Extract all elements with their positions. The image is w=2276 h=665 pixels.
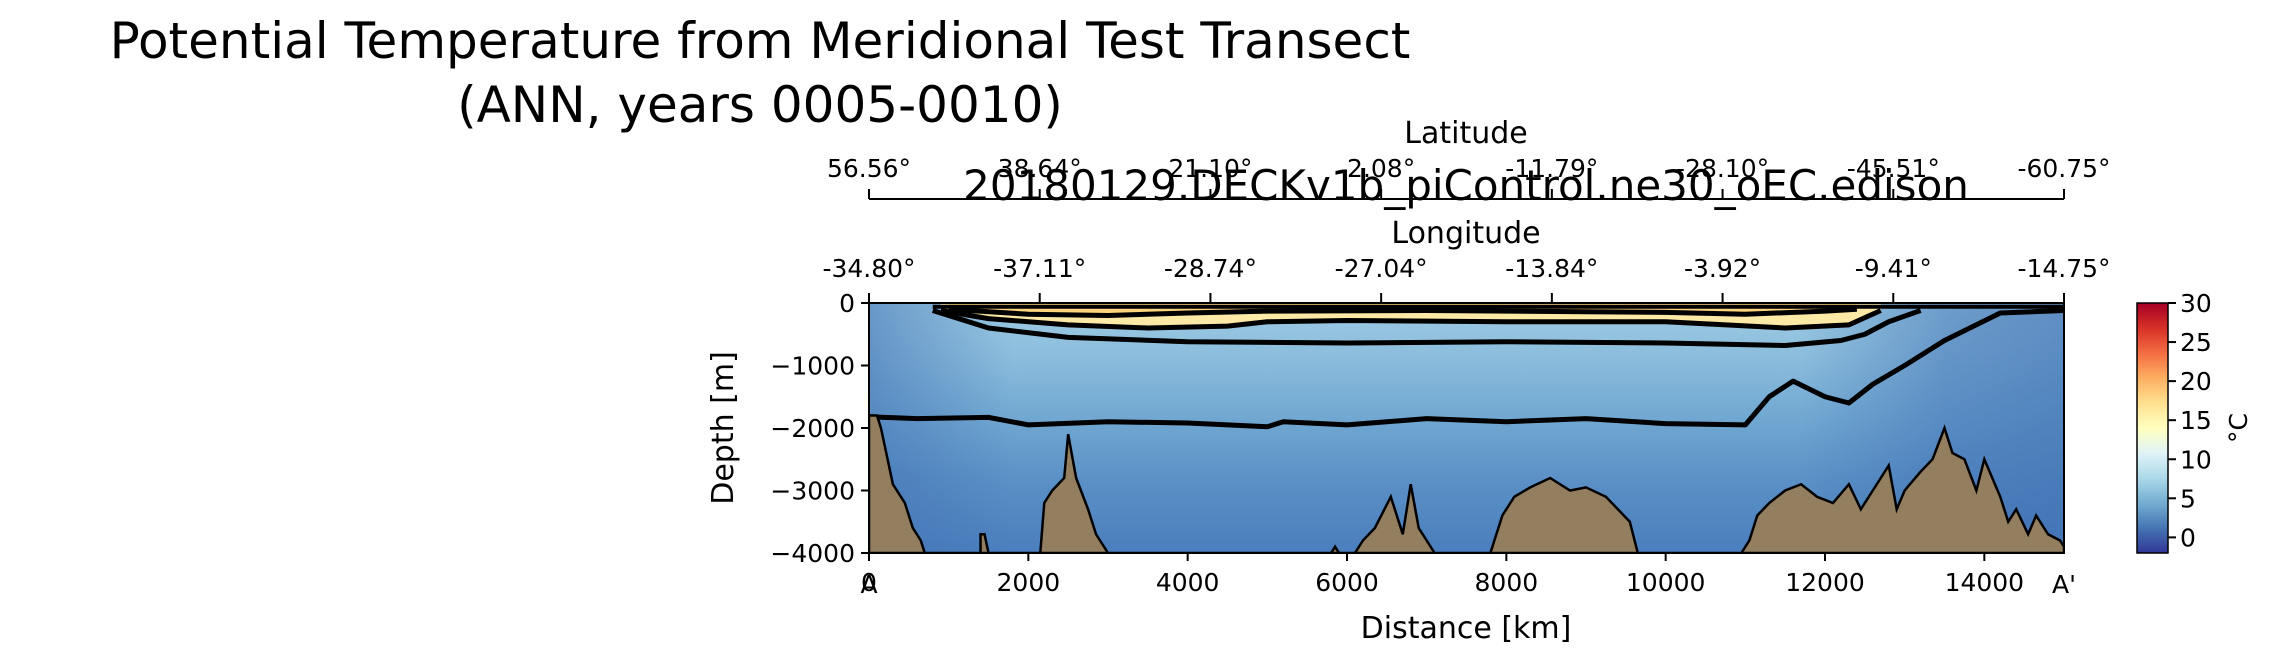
colorbar <box>2136 302 2169 554</box>
latitude-tick-label: 56.56° <box>827 154 911 183</box>
longitude-tick-label: -3.92° <box>1684 254 1761 283</box>
y-tick-label: −1000 <box>770 352 855 381</box>
y-tick-label: −4000 <box>770 539 855 568</box>
latitude-tick-label: -11.79° <box>1505 154 1598 183</box>
longitude-axis-label: Longitude <box>1391 216 1540 251</box>
y-tick-label: −3000 <box>770 477 855 506</box>
x-axis-label: Distance [km] <box>1361 611 1572 646</box>
y-tick-label: 0 <box>839 289 855 318</box>
colorbar-tick-label: 0 <box>2180 523 2196 552</box>
x-tick-label: 6000 <box>1315 568 1379 597</box>
contour-line-10 <box>931 308 1922 348</box>
latitude-tick-label: -45.51° <box>1847 154 1940 183</box>
chart-title-line2: (ANN, years 0005-0010) <box>457 76 1063 134</box>
latitude-axis-label: Latitude <box>1404 116 1527 151</box>
plot-area <box>869 303 2064 553</box>
x-tick-label: 14000 <box>1945 568 2025 597</box>
latitude-tick-label: 2.08° <box>1347 154 1415 183</box>
longitude-tick-label: -14.75° <box>2017 254 2110 283</box>
latitude-tick-label: 21.10° <box>1168 154 1252 183</box>
chart-subtitle: 20180129.DECKv1b_piControl.ne30_oEC.edis… <box>963 161 1969 210</box>
longitude-ticks: -34.80° -37.11° -28.74° -27.04° -13.84° -3.92… <box>822 254 2111 303</box>
colorbar-ticks: 0 5 10 15 20 25 30 <box>2168 289 2212 552</box>
colorbar-label: °C <box>2224 413 2253 443</box>
x-tick-label: 2000 <box>997 568 1061 597</box>
longitude-tick-label: -37.11° <box>993 254 1086 283</box>
x-axis-ticks: 0 2000 4000 6000 8000 10000 12000 14000 <box>861 553 2024 597</box>
colorbar-tick-label: 10 <box>2180 445 2212 474</box>
longitude-tick-label: -34.80° <box>822 254 915 283</box>
latitude-ticks: 56.56° 38.64° 21.10° 2.08° -11.79° -28.10° -45… <box>827 154 2111 199</box>
longitude-tick-label: -9.41° <box>1855 254 1932 283</box>
contour-lines <box>869 304 2064 430</box>
longitude-tick-label: -27.04° <box>1335 254 1428 283</box>
chart-title-line1: Potential Temperature from Meridional Te… <box>110 12 1411 70</box>
x-tick-label: 8000 <box>1475 568 1539 597</box>
latitude-tick-label: -28.10° <box>1676 154 1769 183</box>
y-axis-label: Depth [m] <box>706 351 741 505</box>
longitude-tick-label: -13.84° <box>1505 254 1598 283</box>
latitude-tick-label: -60.75° <box>2017 154 2110 183</box>
x-tick-label: 0 <box>861 568 877 597</box>
colorbar-tick-label: 15 <box>2180 406 2212 435</box>
contour-line-5 <box>869 308 2064 430</box>
latitude-tick-label: 38.64° <box>998 154 1082 183</box>
colorbar-tick-label: 25 <box>2180 328 2212 357</box>
section-end-label: A' <box>2052 570 2076 599</box>
x-tick-label: 10000 <box>1626 568 1706 597</box>
y-axis-ticks: 0 −1000 −2000 −3000 −4000 <box>770 289 869 568</box>
x-tick-label: 12000 <box>1785 568 1865 597</box>
colorbar-tick-label: 30 <box>2180 289 2212 318</box>
y-tick-label: −2000 <box>770 414 855 443</box>
contour-line-20 <box>948 306 1858 318</box>
colorbar-tick-label: 5 <box>2180 484 2196 513</box>
section-start-label: A <box>860 570 877 599</box>
contour-line-15 <box>940 308 1882 331</box>
x-tick-label: 4000 <box>1156 568 1220 597</box>
longitude-tick-label: -28.74° <box>1164 254 1257 283</box>
colorbar-tick-label: 20 <box>2180 367 2212 396</box>
bathymetry <box>869 414 2064 553</box>
